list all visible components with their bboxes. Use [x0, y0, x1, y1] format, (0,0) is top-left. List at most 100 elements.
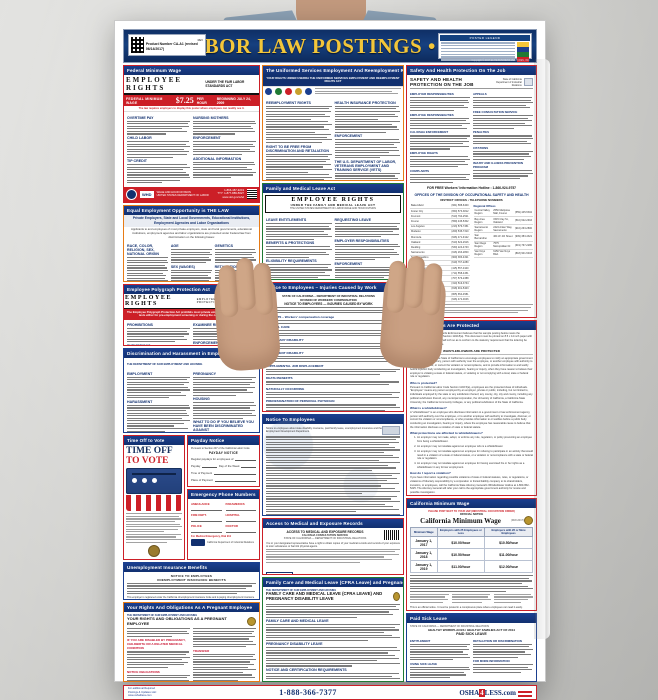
time-off-headline-line1: TIME OFF	[126, 446, 173, 457]
hand-right	[378, 255, 448, 371]
posting-title: Family Care and Medical Leave (CFRA Leav…	[263, 577, 403, 587]
minimum-wage-table: Minimum Wage Employers with 25 Employees…	[410, 527, 533, 574]
finger-left-1	[218, 264, 239, 318]
section-heading: NOTICE AND CERTIFICATION REQUIREMENTS	[266, 668, 347, 672]
section-heading: ADDITIONAL INFORMATION	[193, 156, 242, 161]
ui-heading-2: UNEMPLOYMENT INSURANCE BENEFITS	[156, 577, 227, 582]
qr-code-icon	[131, 37, 144, 53]
poster-column-left: Federal Minimum Wage EMPLOYEE RIGHTS UND…	[123, 65, 260, 682]
table-row: Redding (530) 224-4743	[410, 244, 470, 251]
payday-field-input[interactable]	[214, 477, 256, 483]
finger-left-3	[253, 262, 274, 316]
table-row: Fremont (510) 794-2521	[410, 213, 470, 220]
section-heading: AGE	[170, 244, 179, 249]
osha4less-logo[interactable]: OSHA 4 LESS.com	[459, 688, 532, 697]
minimum-wage-band: FEDERAL MINIMUM WAGE $7.25 PER HOUR BEGI…	[124, 95, 259, 106]
office-city: Monrovia	[410, 234, 440, 241]
region-name: San Diego Region	[473, 241, 493, 250]
emergency-input[interactable]	[225, 528, 256, 534]
posting-body: OVERTIME PAY CHILD LABOR TIP CREDIT NUR	[124, 112, 259, 187]
payday-field-input[interactable]	[235, 456, 256, 462]
edd-logo	[382, 425, 400, 435]
office-phone: (530) 224-4743	[439, 244, 470, 251]
section-heading: ENFORCEMENT	[334, 134, 363, 139]
posting-title: Paid Sick Leave	[407, 613, 536, 623]
wage-large-employer: $12.00/hour	[484, 560, 533, 574]
emergency-input[interactable]	[191, 517, 222, 523]
minimum-wage-label: FEDERAL MINIMUM WAGE	[126, 96, 163, 105]
directory-subtitle: DISTRICT OFFICES • TELEPHONE NUMBERS	[440, 198, 503, 203]
section-heading: PROHIBITIONS	[127, 323, 153, 328]
payday-field-input[interactable]	[214, 470, 256, 476]
emergency-input[interactable]	[225, 506, 256, 512]
posting-body: The Division of Labor Standards Enforcem…	[407, 330, 536, 496]
calosha-brand: CAL/OSHA	[266, 572, 293, 574]
section-heading: REEMPLOYMENT RIGHTS	[266, 100, 311, 105]
section-heading: PREDESIGNATION OF PERSONAL PHYSICIAN	[266, 399, 335, 404]
employee-rights-heading: EMPLOYEE RIGHTS	[125, 295, 173, 308]
ballot-box-illustration	[126, 468, 182, 495]
ballot-stars	[132, 478, 157, 484]
posting-body: AMBULANCE PARAMEDICS FIRE DEPT. HOSPITAL…	[188, 499, 259, 548]
cmw-top-line: PLEASE POST NEXT TO YOUR IAW (INDUSTRIAL…	[428, 510, 515, 514]
payday-field-label: Payday	[191, 464, 201, 469]
office-phone: (510) 794-2521	[439, 213, 470, 220]
brand-part-1: OSHA	[459, 688, 480, 697]
footer-website[interactable]: www.osha4less.com	[128, 694, 152, 698]
office-phone: (818) 901-5403	[439, 286, 470, 292]
employee-rights-heading: EMPLOYEE RIGHTS	[126, 76, 183, 92]
army-seal-icon	[265, 88, 272, 96]
rev-label: REV	[197, 39, 203, 43]
eeo-subtext: Applicants to and employees of most priv…	[131, 227, 252, 239]
wage-small-employer: $11.00/hour	[436, 560, 486, 574]
section-heading: HARASSMENT	[127, 399, 153, 404]
section-heading: BENEFITS – Workers' compensation coverag…	[266, 314, 335, 319]
section-heading: EXAMINEE RIGHTS	[193, 323, 227, 328]
posting-title: Equal Employment Opportunity is THE LAW	[124, 205, 259, 215]
section-heading: EMPLOYER RESPONSIBILITIES	[410, 92, 454, 96]
posting-body: Notice to employees about state disabili…	[263, 424, 403, 515]
table-row: Bay Area Region 1515 Clay St., Oakland (51…	[473, 216, 533, 226]
section-heading: ENTITLEMENT	[410, 638, 431, 643]
emergency-note: For Medical Emergency, Dial 911	[191, 535, 232, 539]
office-city: Sacramento	[410, 249, 440, 256]
footer-phone[interactable]: 1-888-366-7377	[279, 688, 337, 697]
brand-part-2: 4	[479, 688, 485, 697]
polygraph-red-note: The Employee Polygraph Protection Act pr…	[124, 309, 259, 320]
payday-field-input[interactable]	[241, 463, 256, 469]
emergency-input[interactable]	[191, 506, 222, 512]
section-heading: CAL/OSHA ENFORCEMENT	[410, 130, 449, 135]
office-city: Bakersfield	[410, 203, 440, 209]
agency-line-2: Department of Industrial Relations	[496, 80, 522, 87]
legend-lines	[441, 42, 515, 62]
section-heading: FREE CONSULTATION SERVICE	[473, 109, 518, 114]
payday-field-input[interactable]	[202, 463, 217, 469]
posting-title: Emergency Phone Numbers	[188, 490, 259, 500]
emergency-input[interactable]	[225, 517, 256, 523]
emergency-label: AMBULANCE	[191, 502, 210, 507]
section-heading: TEMPORARY DISABILITY	[266, 337, 304, 342]
column-header: Minimum Wage	[410, 527, 438, 538]
section-heading: ENFORCEMENT	[334, 261, 363, 266]
section-heading: PENALTIES	[473, 130, 490, 135]
office-city: Fremont	[410, 213, 440, 220]
table-row: Central Valley Region 2550 Mariposa Mall,…	[473, 208, 533, 217]
product-number-text: REV Product Number CA-A1 (revised 06/14/…	[146, 39, 203, 51]
section-heading: TRANSFER	[193, 648, 210, 653]
wage-large-employer: $10.50/hour	[484, 536, 533, 550]
cmw-headline-note: (MW-2017)	[511, 519, 524, 523]
section-heading: DEATH BENEFITS	[266, 376, 293, 381]
posting-title: Payday Notice	[188, 436, 259, 446]
product-number-box: REV Product Number CA-A1 (revised 06/14/…	[128, 34, 206, 56]
office-phone: (714) 558-4451	[439, 270, 470, 277]
barcode-icon	[384, 530, 400, 541]
list-item: An employer may not retaliate against an…	[417, 445, 533, 449]
posting-userra: The Uniformed Services Employment And Re…	[262, 65, 404, 181]
agency-tty: TTY: 1-877-889-5627	[217, 191, 244, 196]
posting-title: Access to Medical and Exposure Records	[263, 519, 403, 529]
airforce-seal-icon	[295, 88, 302, 96]
emergency-input[interactable]	[191, 528, 222, 534]
section-heading: NATURALLY OCCURRING	[266, 386, 305, 391]
minimum-wage-per: PER HOUR	[196, 96, 207, 105]
office-phone: (909) 383-4321	[439, 255, 470, 261]
